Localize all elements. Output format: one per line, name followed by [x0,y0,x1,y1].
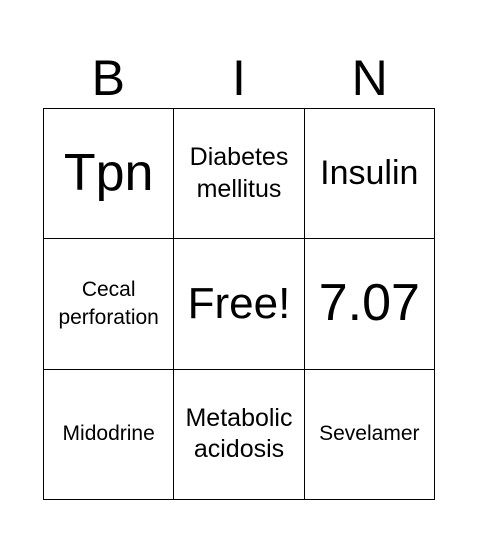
cell-text: Metabolic acidosis [185,404,293,464]
header-letter-b: B [91,50,126,106]
cell-text: Midodrine [62,422,155,446]
bingo-header: B I N [43,50,435,106]
cell-text: Sevelamer [319,422,420,446]
bingo-cell-r2c3[interactable]: 7.07 [304,239,435,370]
bingo-cell-r3c2[interactable]: Metabolic acidosis [174,369,305,500]
cell-text: Diabetes mellitus [189,143,289,203]
bingo-cell-r3c1[interactable]: Midodrine [44,369,175,500]
bingo-cell-r1c2[interactable]: Diabetes mellitus [174,109,305,240]
cell-text: Tpn [63,143,154,202]
header-letter-n: N [351,50,388,106]
bingo-card-grid: Tpn Diabetes mellitus Insulin Cecal perf… [43,108,435,500]
cell-text: Free! [187,278,291,328]
bingo-cell-r1c3[interactable]: Insulin [304,109,435,240]
bingo-cell-r1c1[interactable]: Tpn [44,109,175,240]
header-letter-i: I [232,50,246,106]
cell-text: Cecal perforation [58,277,159,329]
bingo-cell-free[interactable]: Free! [174,239,305,370]
cell-text: Insulin [320,154,419,193]
cell-text: 7.07 [318,274,420,333]
bingo-cell-r2c1[interactable]: Cecal perforation [44,239,175,370]
bingo-cell-r3c3[interactable]: Sevelamer [304,369,435,500]
